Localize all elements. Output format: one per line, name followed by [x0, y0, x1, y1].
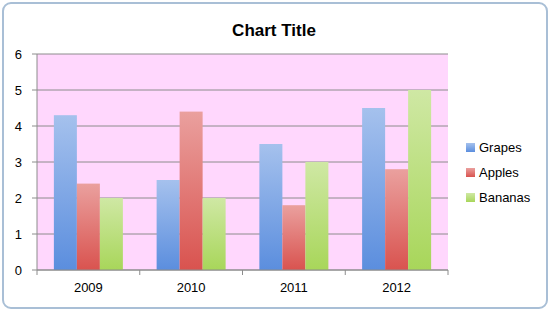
bar [203, 198, 226, 270]
bar [77, 184, 100, 270]
legend-label: Grapes [479, 140, 522, 155]
x-tick [139, 270, 140, 275]
plot-area [37, 54, 448, 270]
chart-title: Chart Title [232, 21, 316, 40]
y-tick [32, 90, 37, 91]
bar [100, 198, 123, 270]
grid-line [37, 54, 448, 55]
bar [385, 169, 408, 270]
bar [362, 108, 385, 270]
bars [54, 90, 431, 270]
y-tick-label: 6 [15, 47, 22, 62]
grid-line [37, 90, 448, 91]
y-tick [32, 198, 37, 199]
y-tick [32, 270, 37, 271]
legend-swatch [466, 143, 475, 152]
chart-svg: Chart Title 0 1 2 3 4 5 6 2009 2010 2011 2012 Grapes… [0, 0, 550, 311]
bar [305, 162, 328, 270]
y-tick-label: 1 [15, 227, 22, 242]
grid-line [37, 126, 448, 127]
bar [157, 180, 180, 270]
y-tick [32, 162, 37, 163]
legend-swatch [466, 193, 475, 202]
y-tick-label: 4 [15, 119, 22, 134]
x-tick [242, 270, 243, 275]
y-tick [32, 126, 37, 127]
legend-label: Apples [479, 165, 519, 180]
x-tick [37, 270, 38, 275]
bar [54, 115, 77, 270]
x-tick-label: 2010 [177, 280, 206, 295]
x-tick [345, 270, 346, 275]
x-tick [448, 270, 449, 275]
bar [408, 90, 431, 270]
bar [180, 112, 203, 270]
y-tick [32, 54, 37, 55]
y-tick-label: 0 [15, 263, 22, 278]
y-tick-label: 3 [15, 155, 22, 170]
chart-container: Chart Title 0 1 2 3 4 5 6 2009 2010 2011 2012 Grapes… [0, 0, 550, 311]
y-tick [32, 234, 37, 235]
chart-frame [3, 3, 547, 308]
bar [282, 205, 305, 270]
grid-line [37, 162, 448, 163]
legend-swatch [466, 168, 475, 177]
bar [259, 144, 282, 270]
y-axis [37, 54, 38, 270]
x-tick-label: 2011 [280, 280, 308, 295]
y-tick-label: 2 [15, 191, 22, 206]
x-tick-label: 2009 [74, 280, 103, 295]
x-tick-label: 2012 [382, 280, 411, 295]
legend-label: Bananas [479, 190, 531, 205]
y-tick-label: 5 [15, 83, 22, 98]
